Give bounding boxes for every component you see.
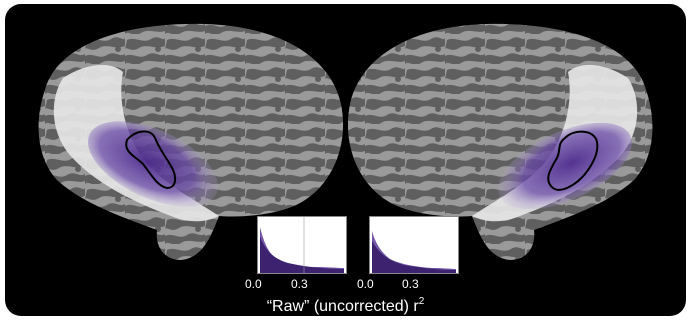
hist-left-tick-0: 0.0 xyxy=(245,277,262,291)
histogram-right xyxy=(369,216,459,274)
right-hemisphere xyxy=(347,23,653,260)
hist-left-tick-1: 0.3 xyxy=(291,277,308,291)
figure-panel: 0.0 0.3 0.0 0.3 “Raw” (uncorrected) r2 xyxy=(5,4,686,316)
histogram-left-plot xyxy=(260,217,344,273)
histogram-left xyxy=(257,216,347,274)
left-hemisphere xyxy=(38,23,344,260)
hist-right-tick-0: 0.0 xyxy=(357,277,374,291)
brain-surfaces xyxy=(38,23,653,260)
caption-superscript: 2 xyxy=(418,296,425,307)
histogram-right-plot xyxy=(372,231,456,273)
caption-text: “Raw” (uncorrected) r xyxy=(266,298,419,315)
hist-right-tick-1: 0.3 xyxy=(402,277,419,291)
axis-caption: “Raw” (uncorrected) r2 xyxy=(5,293,686,316)
